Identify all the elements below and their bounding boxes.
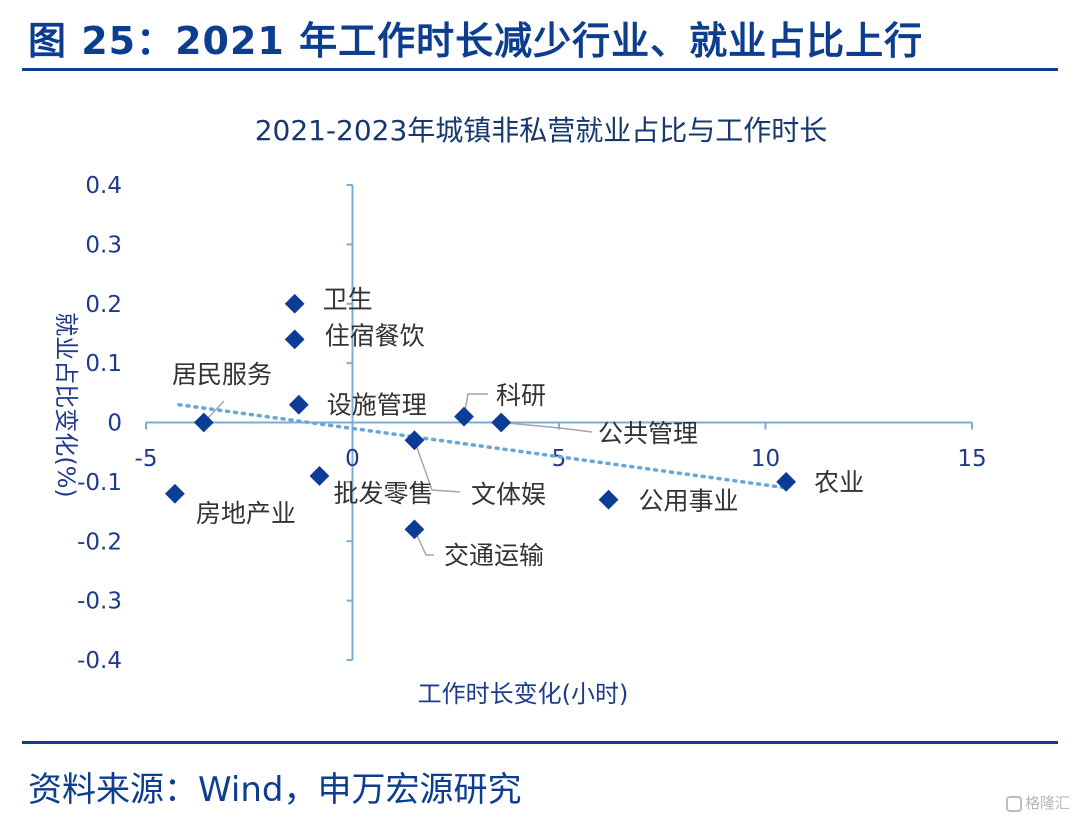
bottom-rule: [22, 741, 1058, 744]
y-tick-label: 0.2: [85, 292, 122, 318]
point-label: 批发零售: [333, 479, 433, 508]
data-point: [193, 412, 214, 433]
y-tick-label: 0.4: [85, 173, 122, 199]
watermark-text: 格隆汇: [1024, 794, 1070, 812]
y-tick-label: -0.1: [77, 470, 122, 496]
scatter-chart: 2021-2023年城镇非私营就业占比与工作时长 -5 0 5 10 15 0.4 0.3 0…: [52, 114, 987, 708]
point-label: 公用事业: [639, 487, 739, 516]
x-tick-label: 0: [345, 446, 360, 472]
data-point: [598, 489, 619, 510]
label-connector: [413, 529, 434, 556]
y-tick-label: 0: [107, 411, 122, 437]
y-tick-label: -0.4: [77, 648, 122, 674]
point-label: 科研: [496, 381, 546, 410]
point-label: 房地产业: [196, 499, 296, 528]
watermark: 格隆汇: [1005, 792, 1070, 813]
label-connector: [413, 440, 461, 493]
y-tick-label: -0.2: [77, 529, 122, 555]
axes: -5 0 5 10 15 0.4 0.3 0.2 0.1 0 -0.1 -0.2 -0.3 -0.4: [77, 173, 987, 674]
top-rule: [22, 68, 1058, 71]
point-label: 农业: [814, 468, 864, 497]
y-tick-label: 0.1: [85, 351, 122, 377]
data-point: [309, 466, 330, 486]
point-label: 交通运输: [444, 541, 544, 570]
y-tick-label: -0.3: [77, 589, 122, 615]
data-point: [404, 519, 425, 540]
watermark-logo-icon: [1005, 795, 1022, 812]
y-axis-title: 就业占比变化(%): [52, 312, 80, 498]
x-axis-title: 工作时长变化(小时): [418, 680, 629, 708]
data-point: [454, 406, 474, 427]
point-label: 文体娱: [471, 480, 546, 509]
data-point: [165, 483, 185, 504]
x-tick-label: 15: [957, 446, 986, 472]
figure-title: 图 25：2021 年工作时长减少行业、就业占比上行: [28, 19, 924, 63]
x-tick-label: 5: [552, 446, 567, 472]
x-tick-label: -5: [135, 446, 158, 472]
data-point: [284, 293, 305, 314]
y-tick-label: 0.3: [85, 232, 122, 258]
data-points: [165, 293, 797, 540]
data-point: [284, 329, 305, 350]
data-point: [404, 430, 425, 451]
data-point: [776, 471, 797, 492]
source-note: 资料来源：Wind，申万宏源研究: [28, 770, 522, 810]
label-connector: [501, 421, 593, 433]
point-label: 设施管理: [327, 391, 427, 420]
x-tick-label: 10: [751, 446, 780, 472]
point-label: 住宿餐饮: [325, 321, 425, 350]
point-label: 公共管理: [598, 419, 698, 448]
point-label: 卫生: [323, 285, 373, 314]
trendline: [177, 402, 788, 490]
point-label: 居民服务: [172, 360, 272, 389]
chart-title: 2021-2023年城镇非私营就业占比与工作时长: [255, 114, 828, 147]
trendline-group: [177, 402, 788, 490]
data-point: [491, 412, 512, 433]
data-point: [288, 394, 309, 415]
